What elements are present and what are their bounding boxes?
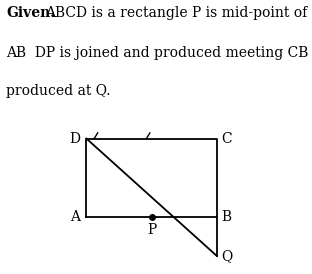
Text: produced at Q.: produced at Q. bbox=[6, 84, 111, 98]
Text: Given.: Given. bbox=[6, 6, 55, 20]
Text: P: P bbox=[147, 223, 156, 237]
Text: Q: Q bbox=[221, 249, 232, 263]
Text: ABCD is a rectangle P is mid-point of: ABCD is a rectangle P is mid-point of bbox=[45, 6, 308, 20]
Text: AB  DP is joined and produced meeting CB: AB DP is joined and produced meeting CB bbox=[6, 46, 309, 60]
Text: A: A bbox=[70, 210, 80, 224]
Text: C: C bbox=[221, 132, 232, 145]
Text: B: B bbox=[221, 210, 232, 224]
Text: D: D bbox=[69, 132, 80, 145]
